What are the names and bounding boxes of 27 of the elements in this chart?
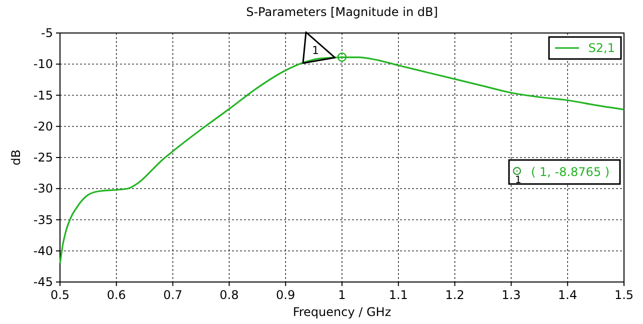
y-tick-label: -20 [33,119,53,134]
annotation: 1 [312,44,319,58]
y-tick-label: -35 [33,212,53,227]
annotation: ( 1, -8.8765 ) [531,165,610,179]
x-tick-label: 0.5 [50,288,70,302]
x-tick-label: 0.9 [276,288,296,302]
y-tick-label: -25 [33,150,53,164]
y-tick-label: -5 [41,26,53,40]
x-tick-label: 0.6 [106,288,126,302]
x-tick-label: 1.3 [502,288,521,302]
legend-label: S2,1 [588,41,615,55]
x-axis-title: Frequency / GHz [292,305,392,319]
x-tick-label: 1.2 [445,288,464,302]
y-tick-label: -30 [33,182,53,196]
chart-title: S-Parameters [Magnitude in dB] [246,5,438,19]
x-tick-label: 0.7 [163,288,182,302]
annotation: 1 [515,175,522,186]
y-tick-label: -40 [33,244,53,258]
y-axis-title: dB [9,150,23,166]
x-tick-label: 1.5 [614,288,634,302]
x-tick-label: 1.1 [388,288,408,302]
x-tick-label: 1 [338,288,346,302]
x-tick-label: 0.8 [220,288,239,302]
y-tick-label: -45 [33,275,53,289]
y-tick-label: -15 [33,88,53,102]
y-tick-label: -10 [33,57,53,72]
x-tick-label: 1.4 [558,288,578,302]
